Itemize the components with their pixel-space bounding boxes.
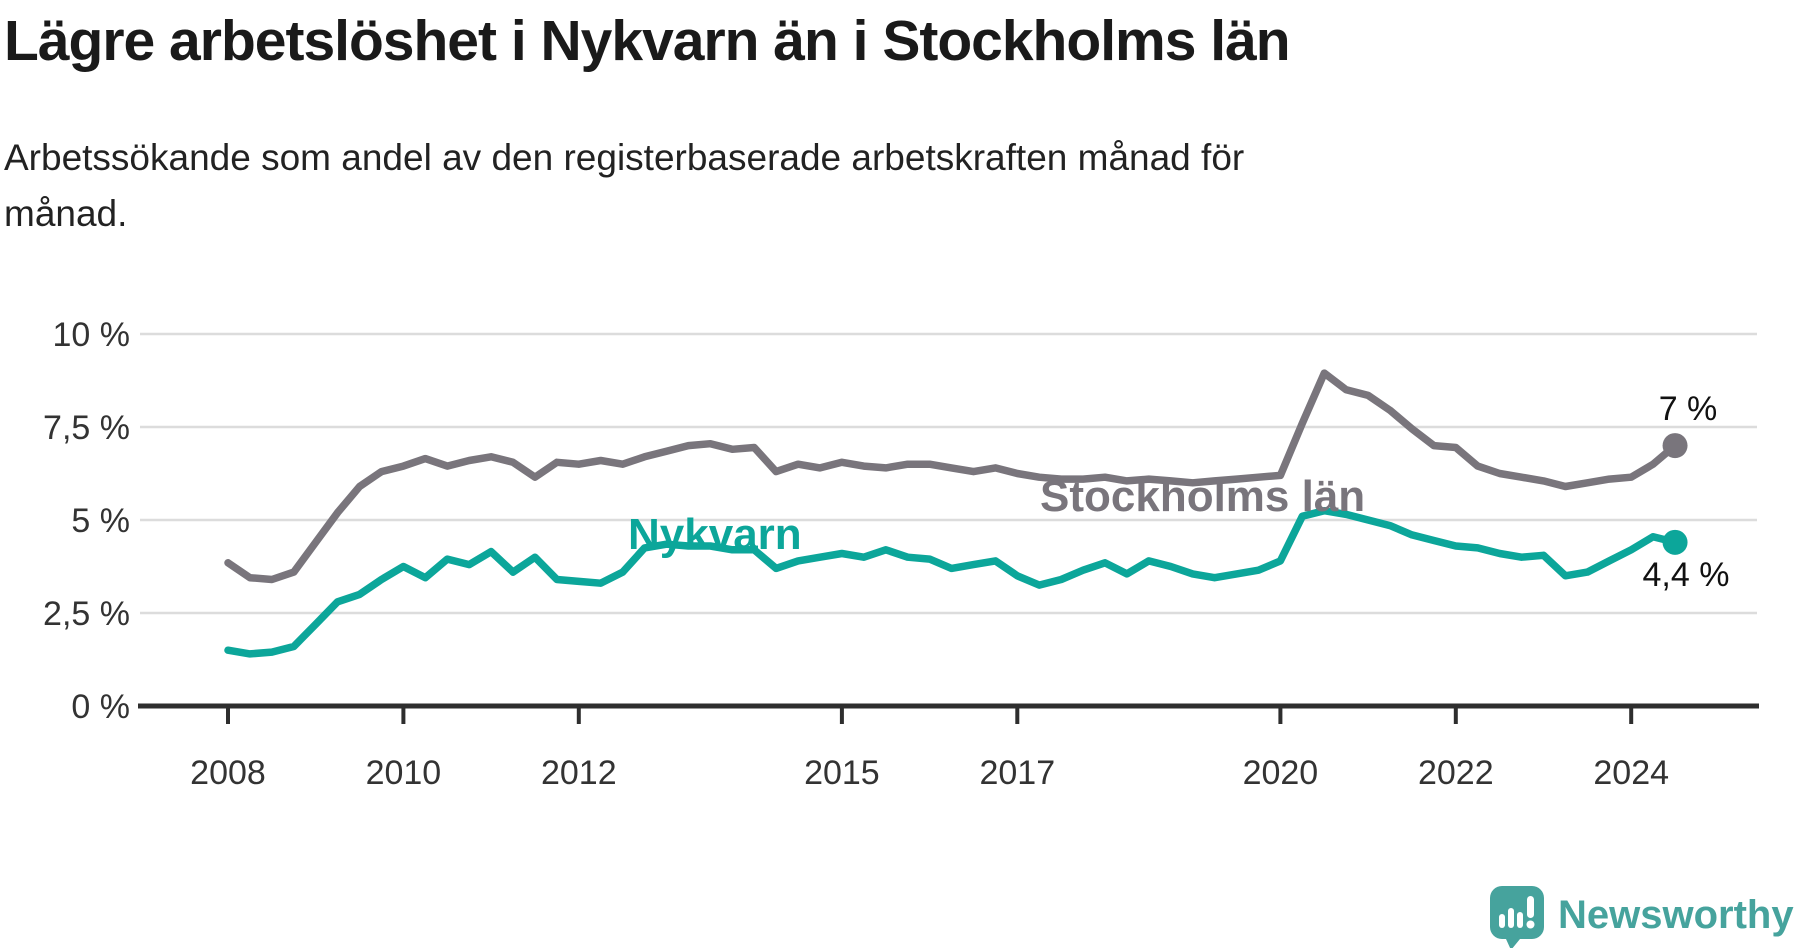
x-axis-tick-label: 2020	[1243, 754, 1319, 792]
x-axis-tick-label: 2022	[1418, 754, 1494, 792]
newsworthy-logo: Newsworthy	[1490, 886, 1794, 948]
y-axis-tick-label: 5 %	[71, 502, 130, 540]
subtitle-line-1: Arbetssökande som andel av den registerb…	[4, 137, 1245, 178]
x-axis: 2008 2010 2012 2015 2017 2020 2022 2024	[138, 703, 1759, 792]
series-label-nykvarn: Nykvarn	[628, 510, 802, 559]
series-end-dots	[1662, 433, 1688, 555]
y-axis-tick-label: 0 %	[71, 688, 130, 726]
x-axis-tick-label: 2008	[190, 754, 266, 792]
series-line	[224, 369, 1679, 584]
chart-subtitle: Arbetssökande som andel av den registerb…	[4, 130, 1504, 241]
x-axis-tick-label: 2017	[979, 754, 1055, 792]
end-value-label-stockholm: 7 %	[1659, 390, 1718, 428]
x-axis-tick-label: 2024	[1593, 754, 1669, 792]
newsworthy-wordmark: Newsworthy	[1558, 893, 1794, 937]
subtitle-line-2: månad.	[4, 192, 128, 234]
series-end-dot	[1662, 433, 1688, 459]
bar-chart-bar-3	[1517, 912, 1523, 928]
exclamation-bar	[1527, 896, 1534, 918]
series-end-dot	[1662, 529, 1688, 555]
data-series	[224, 369, 1679, 658]
bar-chart-bar-1	[1499, 914, 1505, 928]
y-axis-tick-label: 10 %	[53, 316, 131, 354]
x-axis-tick-label: 2015	[804, 754, 880, 792]
y-axis-tick-label: 7,5 %	[43, 409, 130, 447]
series-line	[224, 506, 1679, 658]
exclamation-dot	[1526, 920, 1535, 929]
end-value-label-nykvarn: 4,4 %	[1643, 556, 1730, 594]
page-title: Lägre arbetslöshet i Nykvarn än i Stockh…	[4, 9, 1291, 73]
series-label-stockholms-lan: Stockholms län	[1040, 472, 1365, 521]
bar-chart-bar-2	[1508, 908, 1514, 928]
x-axis-tick-label: 2012	[541, 754, 617, 792]
x-axis-tick-label: 2010	[366, 754, 442, 792]
y-axis-tick-label: 2,5 %	[43, 595, 130, 633]
gridlines: 0 % 2,5 % 5 % 7,5 % 10 %	[43, 316, 1757, 726]
newsworthy-logo-icon	[1490, 886, 1544, 948]
